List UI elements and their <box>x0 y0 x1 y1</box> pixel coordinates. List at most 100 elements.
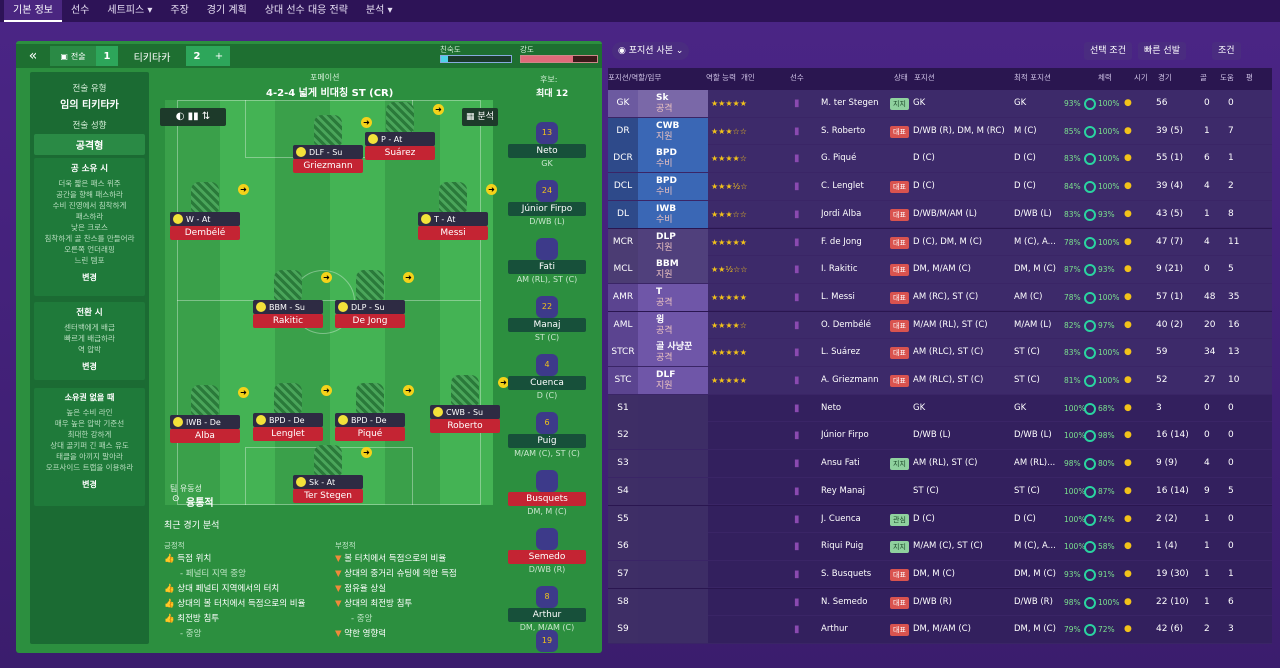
substitute-name[interactable]: Júnior Firpo <box>508 202 586 216</box>
slot-cell[interactable]: S4 <box>608 477 638 505</box>
pitch-player[interactable]: CWB - Su Roberto <box>430 375 500 433</box>
player-name[interactable]: A. Griezmann <box>821 375 879 385</box>
pitch-player[interactable]: T - At Messi <box>418 182 488 240</box>
role-tag[interactable]: BBM - Su <box>253 300 323 314</box>
role-tag[interactable]: Sk - At <box>293 475 363 489</box>
player-name[interactable]: Ansu Fati <box>821 458 860 469</box>
substitute-name[interactable]: Neto <box>508 144 586 158</box>
player-name[interactable]: G. Piqué <box>821 153 857 164</box>
table-row[interactable]: DCL BPD 수비 ★★★½☆ ▮ C. Lenglet 대표 D (C) D (C) 84% 1… <box>608 173 1272 201</box>
role-cell[interactable] <box>638 560 708 588</box>
style-dropdown[interactable]: 임의 티키타카 <box>60 100 119 111</box>
role-cell[interactable]: 윙 공격 <box>638 311 708 339</box>
substitute[interactable]: 13 Neto GK <box>508 122 586 170</box>
substitute-name[interactable]: Fati <box>508 260 586 274</box>
column-header[interactable]: 포지션/역할/임무 <box>608 73 662 82</box>
player-name[interactable]: J. Cuenca <box>821 513 861 524</box>
role-tag[interactable]: CWB - Su <box>430 405 500 419</box>
role-tag[interactable]: IWB - De <box>170 415 240 429</box>
slot-cell[interactable]: AML <box>608 311 638 339</box>
analysis-button[interactable]: ▦ 분석 <box>462 108 498 126</box>
player-name[interactable]: Riqui Puig <box>821 541 864 552</box>
slot-cell[interactable]: S1 <box>608 394 638 422</box>
player-name[interactable]: S. Roberto <box>821 125 866 136</box>
player-name[interactable]: L. Messi <box>821 291 855 302</box>
player-name[interactable]: F. de Jong <box>821 236 862 247</box>
role-cell[interactable]: Sk 공격 <box>638 90 708 117</box>
nav-tab[interactable]: 분석 ▾ <box>365 5 393 16</box>
substitute[interactable]: 24 Júnior Firpo D/WB (L) <box>508 180 586 228</box>
column-header[interactable]: 포지션 <box>914 73 935 82</box>
table-row[interactable]: GK Sk 공격 ★★★★★ ▮ M. ter Stegen 지지 GK GK 93% 100% ● 5… <box>608 90 1272 118</box>
table-row[interactable]: S5 ▮ J. Cuenca 관심 D (C) D (C) 100% 74% ● 2 (2) 1 0 <box>608 505 1272 533</box>
table-row[interactable]: AMR T 공격 ★★★★★ ▮ L. Messi 대표 AM (RC), ST (C) AM … <box>608 283 1272 312</box>
table-row[interactable]: S9 ▮ Arthur 대표 DM, M/AM (C) DM, M (C) 79% 72% ● 4… <box>608 616 1272 644</box>
condition-button[interactable]: 조건 <box>1212 42 1241 60</box>
quick-pick-button[interactable]: 빠른 선발 <box>1138 42 1186 60</box>
role-cell[interactable] <box>638 533 708 561</box>
nav-tab[interactable]: 세트피스 ▾ <box>107 5 153 16</box>
column-header[interactable]: 평 <box>1246 73 1253 82</box>
pitch-player[interactable]: BPD - De Piqué <box>335 383 405 441</box>
slot-cell[interactable]: S5 <box>608 505 638 533</box>
player-name[interactable]: L. Suárez <box>821 347 861 358</box>
in-possession-change-button[interactable]: 변경 <box>82 273 97 282</box>
nav-tab[interactable]: 경기 계획 <box>206 5 247 16</box>
filter-button[interactable]: 선택 조건 <box>1084 42 1132 60</box>
substitute[interactable]: Fati AM (RL), ST (C) <box>508 238 586 286</box>
player-name[interactable]: M. ter Stegen <box>821 98 879 108</box>
column-header[interactable]: 경기 <box>1158 73 1172 82</box>
slot-cell[interactable]: DCR <box>608 145 638 173</box>
substitute-name[interactable]: Manaj <box>508 318 586 332</box>
table-row[interactable]: S1 ▮ Neto GK GK 100% 68% ● 3 0 0 <box>608 394 1272 423</box>
pitch-player[interactable]: BPD - De Lenglet <box>253 383 323 441</box>
slot-cell[interactable]: S2 <box>608 422 638 450</box>
slot-cell[interactable]: STCR <box>608 339 638 367</box>
transition-change-button[interactable]: 변경 <box>82 362 97 371</box>
role-tag[interactable]: DLP - Su <box>335 300 405 314</box>
role-cell[interactable]: BPD 수비 <box>638 173 708 201</box>
role-cell[interactable] <box>638 450 708 478</box>
table-row[interactable]: S8 ▮ N. Semedo 대표 D/WB (R) D/WB (R) 98% 100% ● 22… <box>608 588 1272 617</box>
substitute-name[interactable]: Busquets <box>508 492 586 506</box>
table-row[interactable]: DR CWB 지원 ★★★☆☆ ▮ S. Roberto 대표 D/WB (R), DM, M… <box>608 117 1272 146</box>
role-tag[interactable]: W - At <box>170 212 240 226</box>
table-row[interactable]: S4 ▮ Rey Manaj ST (C) ST (C) 100% 87% ● 16 (14) 9… <box>608 477 1272 506</box>
add-tactic-button[interactable]: + <box>208 46 230 66</box>
tactic-slot-2[interactable]: 2 <box>186 46 208 66</box>
table-row[interactable]: S3 ▮ Ansu Fati 지지 AM (RL), ST (C) AM (RL)... 9… <box>608 450 1272 478</box>
player-name[interactable]: O. Dembélé <box>821 319 872 330</box>
table-row[interactable]: AML 윙 공격 ★★★★☆ ▮ O. Dembélé 대표 M/AM (RL), ST (C… <box>608 311 1272 340</box>
table-row[interactable]: MCL BBM 지원 ★★½☆☆ ▮ I. Rakitic 대표 DM, M/AM (C) DM… <box>608 256 1272 284</box>
player-name[interactable]: Júnior Firpo <box>821 430 869 441</box>
role-cell[interactable]: 골 사냥꾼 공격 <box>638 339 708 367</box>
substitute[interactable]: Semedo D/WB (R) <box>508 528 586 576</box>
slot-cell[interactable]: DCL <box>608 173 638 201</box>
role-cell[interactable] <box>638 505 708 533</box>
role-tag[interactable]: BPD - De <box>335 413 405 427</box>
table-row[interactable]: DCR BPD 수비 ★★★★☆ ▮ G. Piqué D (C) D (C) 83% 100% ●… <box>608 145 1272 173</box>
slot-cell[interactable]: MCL <box>608 256 638 284</box>
column-header[interactable]: 최적 포지션 <box>1014 73 1051 82</box>
pitch-player[interactable]: IWB - De Alba <box>170 385 240 443</box>
lock-tactic-toggle[interactable]: ▣ 전술 <box>50 46 96 66</box>
player-name[interactable]: I. Rakitic <box>821 264 858 275</box>
role-cell[interactable]: T 공격 <box>638 283 708 311</box>
slot-cell[interactable]: S8 <box>608 588 638 616</box>
tactic-name[interactable]: 티키타카 <box>133 52 171 64</box>
column-header[interactable]: 체력 <box>1098 73 1112 82</box>
column-header[interactable]: 상태 <box>894 73 908 82</box>
substitute-name[interactable]: Puig <box>508 434 586 448</box>
pitch-player[interactable]: DLF - Su Griezmann <box>293 115 363 173</box>
view-button[interactable]: ◉ 포지션 사본 ⌄ <box>612 42 690 60</box>
slot-cell[interactable]: STC <box>608 367 638 394</box>
pitch-player[interactable]: Sk - At Ter Stegen <box>293 445 363 503</box>
player-name[interactable]: N. Semedo <box>821 596 868 607</box>
slot-cell[interactable]: GK <box>608 90 638 117</box>
player-name[interactable]: Rey Manaj <box>821 485 865 496</box>
slot-cell[interactable]: DR <box>608 117 638 145</box>
role-cell[interactable]: CWB 지원 <box>638 117 708 145</box>
slot-cell[interactable]: S9 <box>608 616 638 644</box>
role-tag[interactable]: T - At <box>418 212 488 226</box>
nav-tab[interactable]: 선수 <box>70 5 90 16</box>
